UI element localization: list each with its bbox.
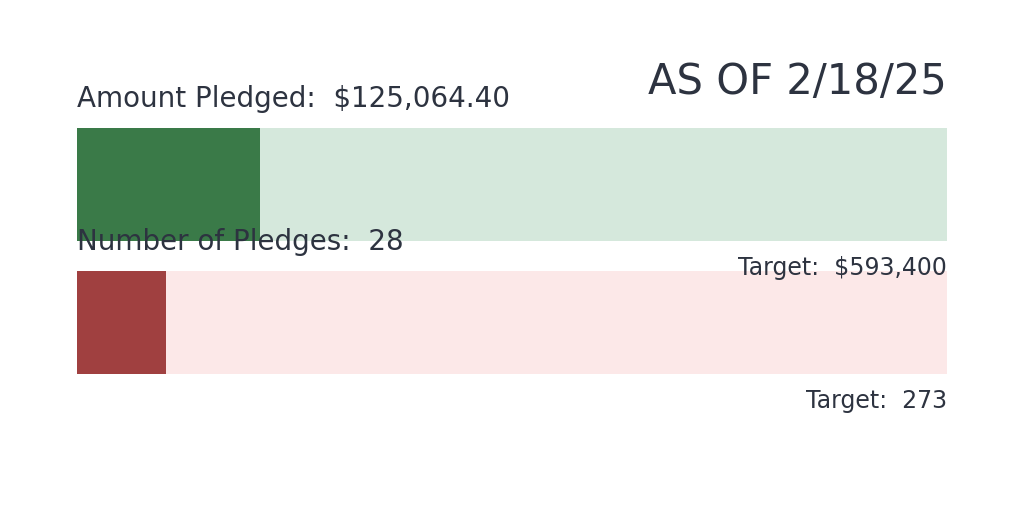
Text: AS OF 2/18/25: AS OF 2/18/25 [648, 61, 947, 103]
Text: Number of Pledges:  28: Number of Pledges: 28 [77, 228, 403, 256]
Text: Target:  $593,400: Target: $593,400 [738, 256, 947, 280]
Text: Amount Pledged:  $125,064.40: Amount Pledged: $125,064.40 [77, 84, 510, 113]
Bar [77, 271, 166, 374]
Bar [77, 128, 947, 241]
Bar [77, 271, 947, 374]
Text: Target:  273: Target: 273 [806, 389, 947, 413]
Bar [77, 128, 260, 241]
